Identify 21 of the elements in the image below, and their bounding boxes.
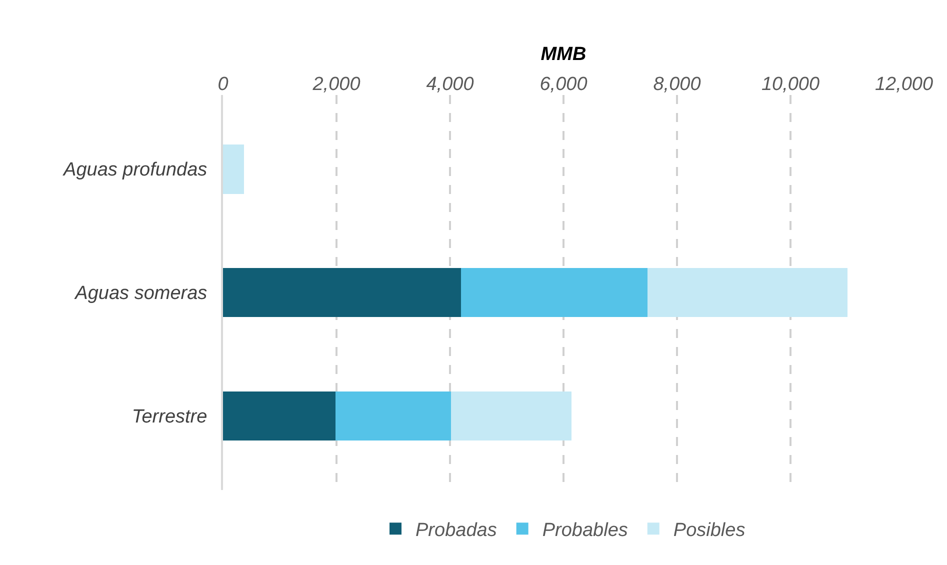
x-tick-label: 0 [218, 74, 229, 96]
legend-label: Probables [542, 520, 628, 542]
x-axis-title: MMB [540, 44, 586, 66]
bar [223, 268, 461, 318]
legend-label: Probadas [416, 520, 498, 542]
x-tick-label: 10,000 [761, 74, 820, 96]
bar [647, 268, 848, 318]
bar [335, 391, 452, 441]
bar [223, 391, 336, 441]
y-tick-label: Aguas profundas [62, 160, 208, 181]
legend-label: Posibles [673, 520, 746, 542]
x-tick-label: 8,000 [653, 74, 702, 96]
x-tick-label: 4,000 [426, 74, 474, 96]
y-tick-label: Terrestre [132, 406, 208, 428]
bar [451, 391, 572, 441]
x-tick-label: 6,000 [540, 74, 588, 96]
bar [460, 268, 648, 318]
y-tick-label: Aguas someras [74, 283, 208, 304]
x-tick-label: 2,000 [312, 74, 361, 96]
bar [223, 144, 244, 194]
x-tick-label: 12,000 [874, 74, 934, 96]
